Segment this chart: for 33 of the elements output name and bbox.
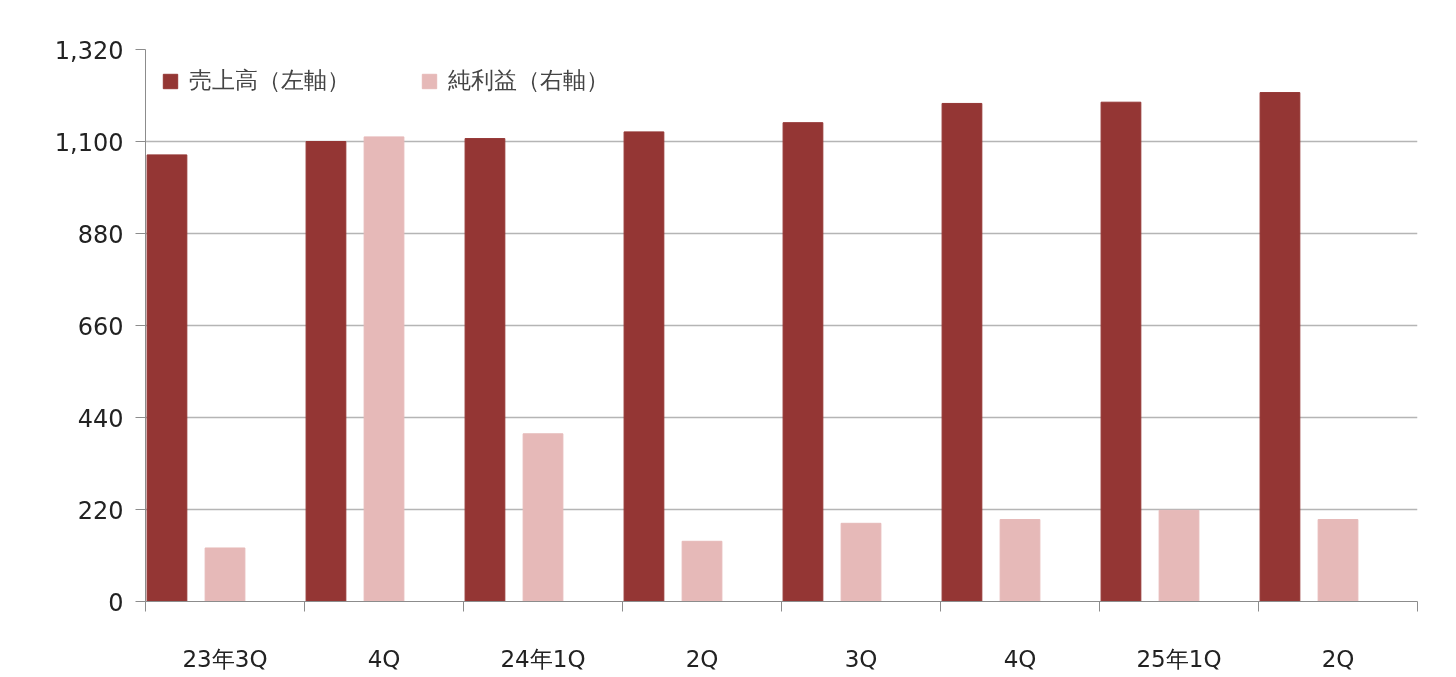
y-tick-label: 440 (77, 404, 124, 433)
x-tick-label: 2Q (685, 645, 719, 672)
x-tick-label: 24年1Q (500, 645, 586, 672)
bar (1259, 92, 1301, 602)
bar (840, 522, 882, 602)
x-tick-label: 4Q (367, 645, 401, 672)
x-tick-label: 4Q (1003, 645, 1037, 672)
bar (999, 519, 1041, 602)
x-tick-label: 2Q (1321, 645, 1355, 672)
bar (623, 131, 665, 602)
x-tick-label: 25年1Q (1136, 645, 1222, 672)
y-tick-label: 0 (108, 588, 124, 617)
bar (782, 122, 824, 602)
bar (681, 540, 723, 602)
bar (1317, 519, 1359, 602)
y-tick-label: 220 (77, 496, 124, 525)
y-tick-label: 880 (77, 220, 124, 249)
x-tick-label: 23年3Q (182, 645, 268, 672)
bar (204, 547, 246, 602)
bar (146, 154, 188, 602)
legend-label: 売上高（左軸） (189, 66, 350, 95)
y-tick-label: 660 (77, 312, 124, 341)
bar (1158, 509, 1200, 602)
bar (941, 102, 983, 602)
bar (305, 141, 347, 602)
bar (363, 136, 405, 602)
x-tick-label: 3Q (844, 645, 878, 672)
legend-label: 純利益（右軸） (448, 66, 609, 95)
y-tick-label: 1,320 (54, 36, 124, 65)
y-tick-label: 1,100 (54, 128, 124, 157)
bar (522, 433, 564, 602)
bar (464, 138, 506, 602)
bar (1100, 101, 1142, 602)
